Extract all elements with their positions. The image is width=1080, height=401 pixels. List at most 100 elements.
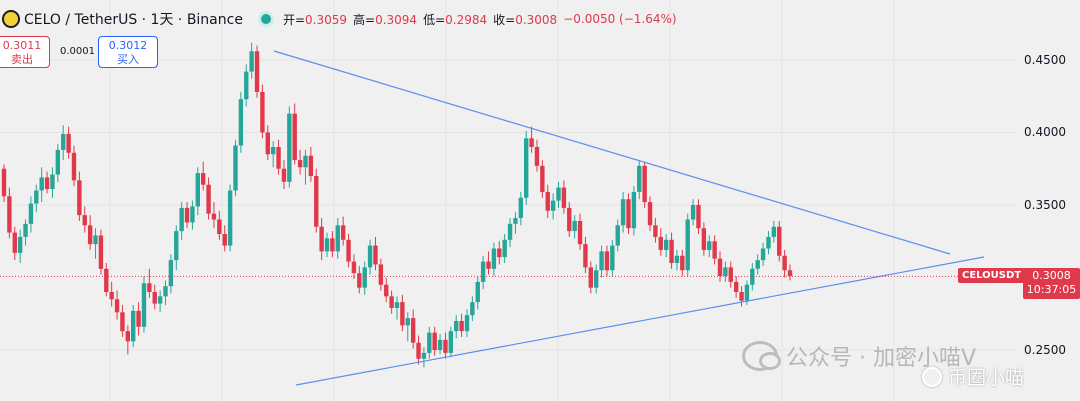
candle-body [604, 251, 610, 271]
candle [750, 263, 755, 291]
candle [502, 234, 507, 263]
last-price-tag: 0.3008 10:37:05 [1023, 268, 1080, 299]
candle [486, 251, 491, 275]
open-value: 0.3059 [305, 12, 348, 27]
bar-countdown: 10:37:05 [1026, 283, 1077, 296]
candle-body [270, 147, 276, 155]
candle [712, 235, 717, 265]
high-label: 高= [353, 12, 376, 27]
candle-body [782, 255, 787, 271]
candle [227, 184, 233, 252]
candle [136, 302, 141, 336]
candle-body [276, 147, 281, 169]
candle-body [23, 223, 28, 237]
candle [61, 125, 66, 161]
buy-price: 0.3012 [108, 39, 148, 52]
candle [200, 161, 206, 191]
candle [599, 245, 604, 278]
candle [760, 242, 766, 266]
candle-body [394, 302, 400, 308]
candle [405, 312, 410, 342]
candle-body [502, 239, 507, 258]
candle [491, 242, 497, 277]
candle [34, 184, 39, 213]
candle-body [87, 225, 93, 245]
candle-body [324, 238, 330, 252]
sell-button[interactable]: 0.3011 卖出 [0, 36, 50, 68]
wechat-icon [742, 341, 781, 371]
close-label: 收= [493, 12, 516, 27]
candle [324, 232, 330, 258]
candle-body [50, 174, 55, 190]
candle [357, 265, 362, 294]
candle-body [265, 132, 270, 155]
candle-body [357, 273, 362, 288]
candle [497, 241, 502, 265]
candle [421, 347, 427, 368]
candle [260, 84, 265, 139]
price-axis-label: 0.4000 [1024, 125, 1066, 139]
candle-body [626, 199, 631, 229]
candle-body [244, 71, 249, 100]
candle [206, 177, 211, 220]
candle [464, 309, 470, 337]
candle-body [319, 226, 324, 252]
candle-body [378, 264, 384, 285]
candle-body [459, 321, 464, 332]
candle-body [61, 133, 66, 150]
candle [550, 193, 556, 220]
candle [292, 103, 297, 165]
candle [567, 202, 572, 237]
price-axis-label: 0.3500 [1024, 198, 1066, 212]
candle-body [642, 165, 647, 203]
high-value: 0.3094 [375, 12, 418, 27]
candle [620, 191, 626, 233]
candle-body [577, 220, 583, 245]
lower-trendline[interactable] [295, 256, 985, 386]
candle [642, 161, 647, 208]
candle-body [448, 331, 454, 353]
candle [157, 290, 163, 313]
candle [249, 42, 254, 79]
candle [346, 234, 351, 268]
candle-body [669, 239, 674, 263]
celo-coin-icon [2, 10, 20, 28]
candle [77, 171, 82, 221]
candle [319, 218, 324, 261]
candle-body [233, 145, 238, 191]
candle [787, 264, 793, 281]
candle [28, 196, 34, 233]
candle [653, 218, 658, 243]
candle-body [454, 321, 459, 332]
candle [400, 294, 405, 332]
candle-body [491, 248, 497, 269]
upper-trendline[interactable] [273, 50, 951, 255]
candle [513, 212, 518, 234]
candle [545, 184, 550, 219]
candle-body [696, 205, 701, 229]
candle-body [524, 138, 529, 198]
sell-label: 卖出 [11, 53, 33, 66]
candle-body [34, 190, 39, 204]
candle-body [680, 255, 685, 271]
candle-body [766, 236, 771, 249]
candle-body [190, 206, 195, 223]
symbol-title[interactable]: CELO / TetherUS · 1天 · Binance [24, 12, 243, 28]
wechat-watermark: 公众号 · 加密小喵V [742, 340, 976, 372]
candle [23, 219, 28, 246]
candle [93, 228, 98, 259]
candle-body [184, 207, 190, 223]
candle [335, 218, 340, 259]
candle-body [663, 239, 669, 250]
buy-button[interactable]: 0.3012 买入 [98, 36, 158, 68]
candle [233, 139, 238, 197]
candle [120, 305, 125, 337]
candle-body [174, 231, 179, 261]
candle [416, 335, 421, 365]
candle-body [561, 187, 567, 208]
candle [211, 202, 217, 229]
candle [1, 164, 7, 203]
candle [448, 326, 454, 358]
candle-body [141, 283, 147, 327]
